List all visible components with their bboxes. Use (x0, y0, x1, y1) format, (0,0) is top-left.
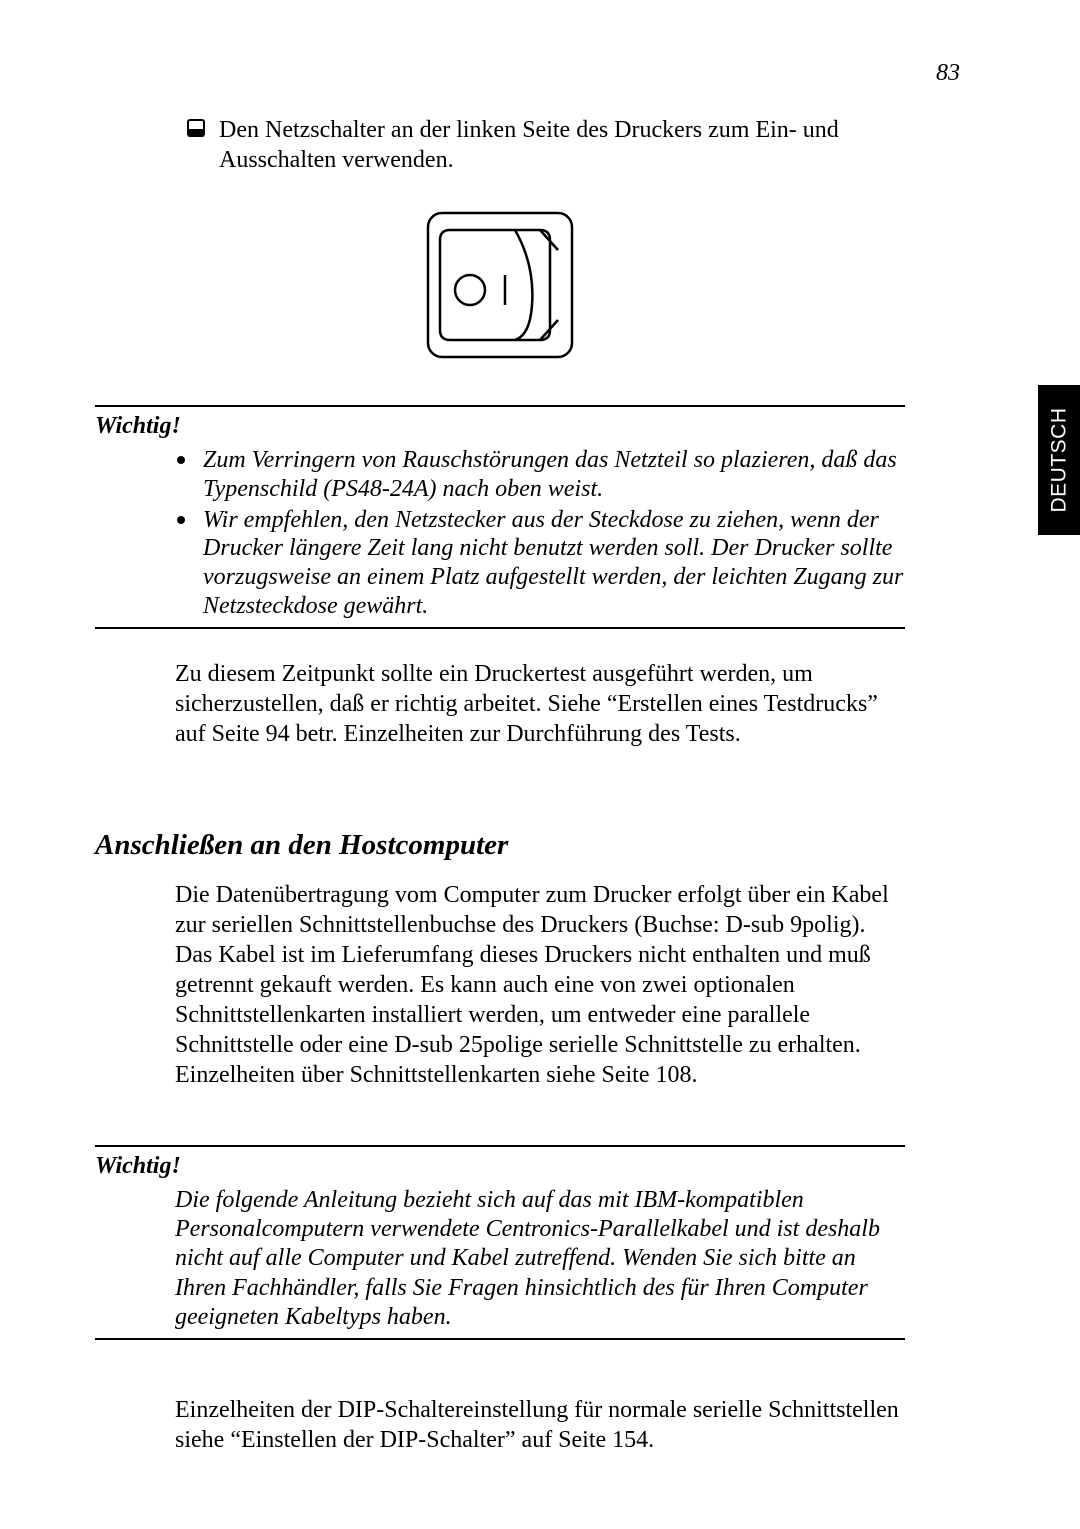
divider (95, 1145, 905, 1147)
language-tab: DEUTSCH (1038, 385, 1080, 535)
paragraph: Zu diesem Zeitpunkt sollte ein Druckerte… (175, 659, 905, 749)
section-heading: Anschließen an den Hostcomputer (95, 829, 905, 862)
page: 83 Den Netzschalter an der linken Seite … (95, 60, 905, 1455)
note2-heading: Wichtig! (95, 1153, 905, 1180)
divider (95, 405, 905, 407)
paragraph: Einzelheiten der DIP-Schaltereinstellung… (175, 1395, 905, 1455)
intro-bullet-text: Den Netzschalter an der linken Seite des… (219, 115, 905, 175)
intro-bullet-item: Den Netzschalter an der linken Seite des… (187, 115, 905, 175)
paragraph: Die Datenübertragung vom Computer zum Dr… (175, 880, 905, 1090)
note1-item: Wir empfehlen, den Netzstecker aus der S… (203, 506, 905, 621)
note1-heading: Wichtig! (95, 413, 905, 440)
language-tab-label: DEUTSCH (1047, 407, 1071, 512)
note2-text: Die folgende Anleitung bezieht sich auf … (175, 1186, 905, 1332)
power-switch-figure (420, 205, 580, 365)
page-number: 83 (936, 60, 960, 87)
hollow-square-bullet-icon (187, 119, 205, 137)
note1-item: Zum Verringern von Rauschstörungen das N… (203, 446, 905, 504)
note1-list: Zum Verringern von Rauschstörungen das N… (203, 446, 905, 621)
divider (95, 1338, 905, 1340)
content: Den Netzschalter an der linken Seite des… (95, 115, 905, 1455)
divider (95, 627, 905, 629)
